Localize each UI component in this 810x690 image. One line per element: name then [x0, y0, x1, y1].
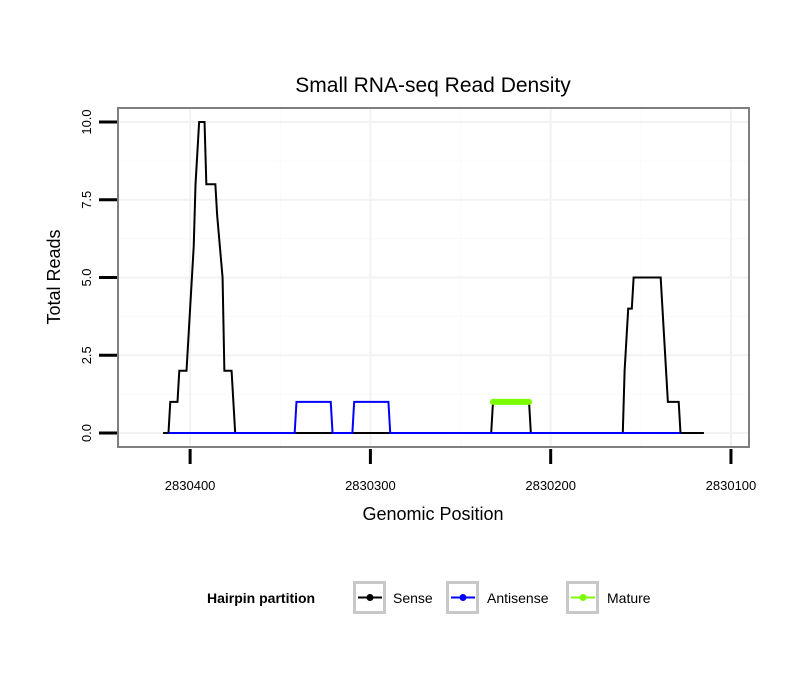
x-tick-label: 2830100	[706, 478, 757, 493]
x-tick-label: 2830200	[525, 478, 576, 493]
legend-item-sense: Sense	[353, 581, 433, 614]
legend-label: Antisense	[487, 590, 549, 606]
legend-key-point	[579, 594, 587, 601]
x-tick-label: 2830400	[165, 478, 216, 493]
legend-item-mature: Mature	[566, 581, 651, 614]
legend-label: Sense	[393, 590, 433, 606]
legend-item-antisense: Antisense	[446, 581, 549, 614]
chart-title: Small RNA-seq Read Density	[295, 74, 571, 97]
y-tick-label: 2.5	[79, 346, 94, 364]
y-tick-label: 10.0	[79, 109, 94, 134]
legend-key-point	[459, 594, 467, 601]
series-antisense-line	[168, 400, 681, 434]
plot-border	[117, 107, 750, 448]
x-tick-label: 2830300	[345, 478, 396, 493]
series-sense-line	[163, 121, 704, 434]
legend-title: Hairpin partition	[207, 590, 315, 606]
y-tick-label: 0.0	[79, 424, 94, 442]
series-layer	[163, 121, 704, 434]
y-axis: 0.0 2.5 5.0 7.5 10.0	[79, 109, 117, 442]
legend-key-point	[366, 594, 374, 601]
legend-label: Mature	[607, 590, 651, 606]
y-tick-label: 7.5	[79, 191, 94, 209]
grid	[118, 108, 749, 447]
y-axis-label: Total Reads	[44, 229, 64, 324]
x-axis-label: Genomic Position	[362, 504, 503, 524]
y-tick-label: 5.0	[79, 268, 94, 286]
legend: Hairpin partition Sense Antisense Mature	[207, 581, 651, 614]
x-axis: 2830400 2830300 2830200 2830100	[165, 449, 756, 493]
